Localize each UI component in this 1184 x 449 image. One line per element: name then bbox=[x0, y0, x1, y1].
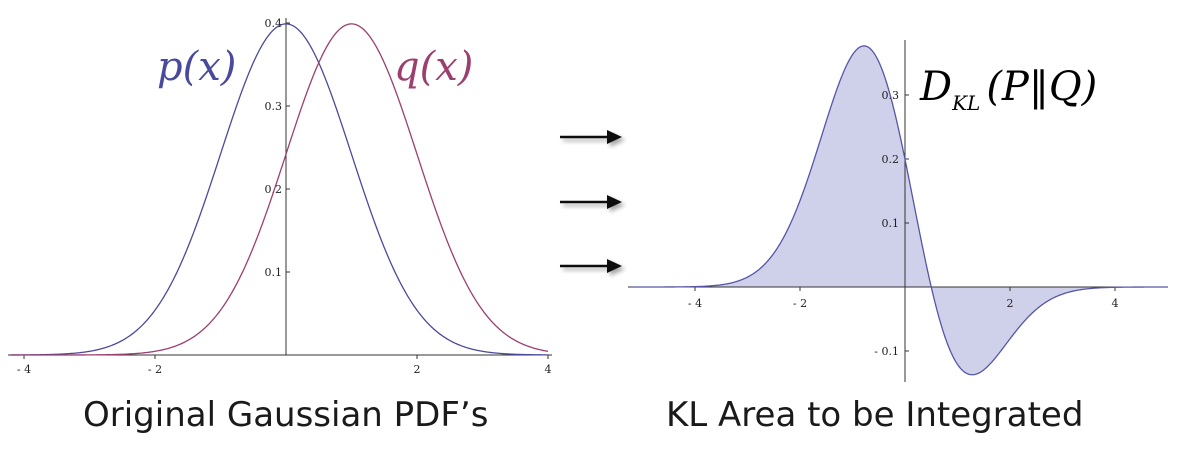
x-tick-label: 2 bbox=[1007, 297, 1014, 310]
tick-group: - 4- 2 2 4- 0.10.10.20.3 bbox=[688, 89, 1119, 358]
svg-text:DKL(P‖Q): DKL (P‖Q) bbox=[919, 64, 1097, 115]
x-tick-label: - 4 bbox=[17, 363, 31, 376]
y-tick-label: 0.1 bbox=[882, 217, 900, 230]
x-tick-label: 4 bbox=[1112, 297, 1119, 310]
y-tick-label: 0.4 bbox=[265, 17, 283, 30]
arrow-right-icon bbox=[560, 130, 622, 144]
right-caption: KL Area to be Integrated bbox=[666, 395, 1084, 435]
x-tick-label: - 2 bbox=[793, 297, 807, 310]
kl-label-body: (P‖Q) bbox=[986, 64, 1097, 110]
kl-integrand-curve bbox=[632, 45, 1168, 376]
x-tick-label: 2 bbox=[414, 363, 421, 376]
p-curve-label: p(x) bbox=[157, 44, 236, 90]
p-curve bbox=[10, 23, 549, 356]
kl-label-d: D bbox=[919, 64, 952, 110]
q-curve-label: q(x) bbox=[394, 44, 473, 90]
x-tick-label: - 2 bbox=[148, 363, 162, 376]
y-tick-label: - 0.1 bbox=[874, 345, 899, 358]
arrow-group bbox=[560, 130, 622, 273]
y-tick-label: 0.2 bbox=[882, 153, 900, 166]
kl-label-sub: KL bbox=[951, 91, 980, 115]
arrow-right-icon bbox=[560, 195, 622, 209]
arrow-right-icon bbox=[560, 259, 622, 273]
kl-area-fill bbox=[632, 45, 1168, 375]
left-caption: Original Gaussian PDF’s bbox=[83, 395, 489, 435]
q-curve bbox=[10, 23, 549, 356]
y-tick-label: 0.2 bbox=[265, 183, 283, 196]
gaussian-pdf-chart: - 4 - 2 2 4 0.1 0.2 0.3 0.4 p(x) q(x) bbox=[8, 17, 552, 376]
y-tick-label: 0.1 bbox=[265, 266, 283, 279]
y-tick-label: 0.3 bbox=[265, 100, 283, 113]
kl-area-chart: - 4- 2 2 4- 0.10.10.20.3 DKL (P‖Q) bbox=[628, 40, 1168, 382]
x-tick-label: 4 bbox=[545, 363, 552, 376]
x-tick-label: - 4 bbox=[688, 297, 702, 310]
tick-group: - 4 - 2 2 4 0.1 0.2 0.3 0.4 bbox=[17, 17, 552, 376]
kl-divergence-label: DKL (P‖Q) bbox=[919, 64, 1097, 115]
